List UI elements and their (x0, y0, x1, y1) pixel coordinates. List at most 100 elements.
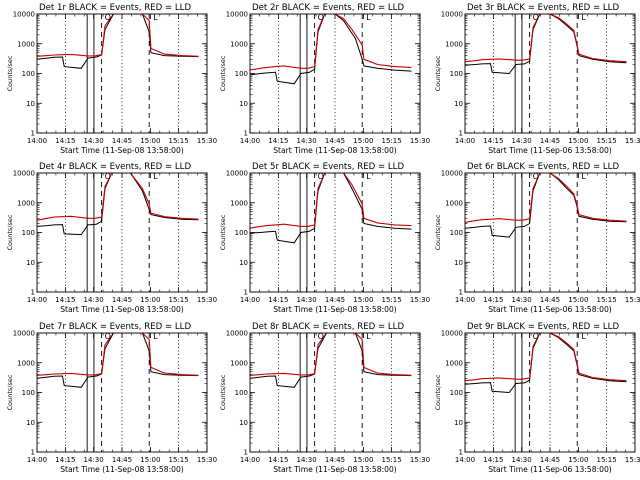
panel-title: Det 2r BLACK = Events, RED = LLD (252, 3, 404, 13)
series-events-line (465, 14, 627, 75)
x-tick-label: 15:15 (169, 137, 189, 145)
y-tick-label: 1000 (230, 359, 248, 367)
plot-area (37, 333, 199, 452)
series-events-line (250, 14, 412, 85)
x-tick-label: 15:30 (410, 137, 430, 145)
x-tick-label: 14:15 (55, 296, 75, 304)
x-axis-label: Start Time (11-Sep-06 13:58:00) (488, 146, 612, 155)
plot-annotation: O (533, 13, 539, 22)
series-lld-line (37, 173, 199, 221)
x-axis-label: Start Time (11-Sep-08 13:58:00) (273, 465, 397, 474)
plot-annotation: L (581, 172, 586, 181)
x-axis-label: Start Time (11-Sep-08 13:58:00) (273, 146, 397, 155)
x-tick-label: 14:15 (268, 137, 288, 145)
x-tick-label: 14:45 (540, 456, 560, 464)
series-events-line (37, 14, 199, 69)
panel-title: Det 1r BLACK = Events, RED = LLD (39, 3, 191, 13)
x-tick-label: 14:15 (268, 456, 288, 464)
series-lld-line (250, 14, 412, 71)
x-tick-label: 14:45 (540, 296, 560, 304)
panel-det-5r: Det 5r BLACK = Events, RED = LLD Counts/s… (219, 162, 430, 314)
y-axis-label: Counts/sec (434, 55, 442, 91)
x-tick-label: 15:00 (353, 456, 373, 464)
y-tick-label: 100 (450, 70, 463, 78)
y-tick-label: 10 (239, 419, 248, 427)
x-tick-label: 14:00 (27, 296, 47, 304)
x-tick-label: 14:30 (297, 137, 317, 145)
y-tick-label: 10 (454, 259, 463, 267)
x-tick-label: 14:00 (27, 456, 47, 464)
y-tick-label: 10 (454, 419, 463, 427)
x-tick-label: 14:45 (325, 296, 345, 304)
plot-annotation: L (581, 13, 586, 22)
x-axis-label: Start Time (11-Sep-08 13:58:00) (273, 305, 397, 314)
y-tick-label: 10000 (441, 11, 463, 19)
plot-area (250, 14, 412, 133)
plot-area (465, 14, 627, 133)
x-tick-label: 14:15 (55, 456, 75, 464)
x-tick-label: 14:15 (483, 137, 503, 145)
plot-area (37, 14, 199, 133)
y-tick-label: 10 (239, 100, 248, 108)
plot-annotation: L (366, 13, 371, 22)
x-axis-label: Start Time (11-Sep-06 13:58:00) (488, 465, 612, 474)
y-axis-label: Counts/sec (219, 55, 227, 91)
series-lld-line (465, 333, 627, 382)
x-tick-label: 14:15 (483, 296, 503, 304)
y-tick-label: 100 (235, 229, 248, 237)
x-axis-label: Start Time (11-Sep-08 13:58:00) (60, 146, 184, 155)
panel-det-6r: Det 6r BLACK = Events, RED = LLD Counts/s… (434, 162, 640, 314)
y-tick-label: 100 (450, 389, 463, 397)
y-tick-label: 10 (26, 100, 35, 108)
y-tick-label: 1 (31, 289, 35, 297)
panel-det-3r: Det 3r BLACK = Events, RED = LLD Counts/s… (434, 3, 640, 155)
x-tick-label: 15:30 (625, 137, 640, 145)
y-axis-label: Counts/sec (6, 55, 14, 91)
y-tick-label: 100 (22, 229, 35, 237)
x-tick-label: 15:30 (410, 456, 430, 464)
x-tick-label: 15:00 (353, 296, 373, 304)
panel-det-4r: Det 4r BLACK = Events, RED = LLD Counts/s… (6, 162, 217, 314)
y-tick-label: 10 (26, 419, 35, 427)
plot-annotation: L (153, 332, 158, 341)
x-tick-label: 15:00 (568, 296, 588, 304)
series-lld-line (250, 173, 412, 229)
y-tick-label: 100 (22, 70, 35, 78)
y-tick-label: 1000 (445, 40, 463, 48)
plot-area (465, 173, 627, 292)
panel-title: Det 4r BLACK = Events, RED = LLD (39, 162, 191, 172)
x-tick-label: 15:15 (382, 296, 402, 304)
series-lld-line (250, 333, 412, 376)
x-tick-label: 14:00 (240, 456, 260, 464)
x-tick-label: 15:15 (382, 137, 402, 145)
y-tick-label: 100 (235, 389, 248, 397)
y-axis-label: Counts/sec (6, 374, 14, 410)
x-tick-label: 14:45 (325, 137, 345, 145)
y-tick-label: 10 (454, 100, 463, 108)
plot-annotation: O (318, 172, 324, 181)
y-tick-label: 10000 (226, 170, 248, 178)
y-axis-label: Counts/sec (219, 214, 227, 250)
x-tick-label: 15:30 (410, 296, 430, 304)
x-tick-label: 15:00 (568, 456, 588, 464)
plot-annotation: L (153, 172, 158, 181)
x-tick-label: 14:45 (112, 137, 132, 145)
x-tick-label: 15:15 (169, 296, 189, 304)
x-tick-label: 15:15 (597, 296, 617, 304)
y-tick-label: 1000 (230, 199, 248, 207)
x-tick-label: 15:30 (625, 296, 640, 304)
x-axis-label: Start Time (11-Sep-06 13:58:00) (488, 305, 612, 314)
y-tick-label: 1000 (445, 359, 463, 367)
y-tick-label: 10000 (441, 330, 463, 338)
x-tick-label: 15:15 (382, 456, 402, 464)
panel-title: Det 5r BLACK = Events, RED = LLD (252, 162, 404, 172)
y-tick-label: 10000 (13, 11, 35, 19)
y-tick-label: 1 (459, 130, 463, 138)
y-tick-label: 1 (244, 130, 248, 138)
y-axis-label: Counts/sec (434, 214, 442, 250)
y-axis-label: Counts/sec (434, 374, 442, 410)
y-tick-label: 100 (235, 70, 248, 78)
x-tick-label: 14:15 (483, 456, 503, 464)
x-tick-label: 15:00 (140, 137, 160, 145)
